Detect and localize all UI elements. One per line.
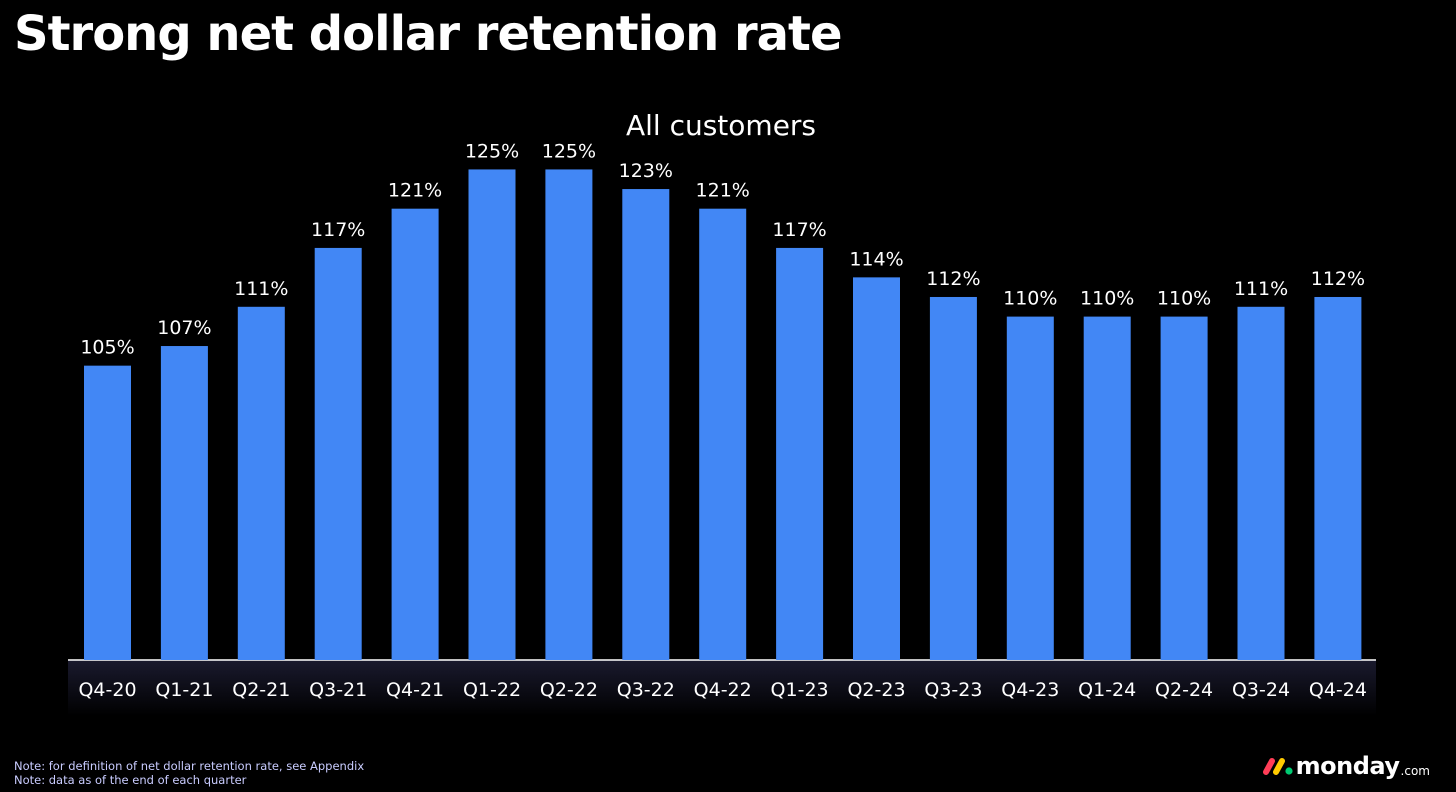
bar-q2-24 — [1160, 316, 1208, 660]
bar-q2-23 — [853, 277, 900, 660]
x-tick-label-q4-21: Q4-21 — [386, 679, 444, 701]
x-tick-label-q2-23: Q2-23 — [847, 679, 905, 701]
data-label-q4-20: 105% — [80, 337, 134, 359]
bar-q4-21 — [391, 208, 439, 660]
x-tick-label-q3-23: Q3-23 — [924, 679, 982, 701]
bar-q3-24 — [1237, 306, 1285, 660]
x-tick-label-q2-24: Q2-24 — [1155, 679, 1213, 701]
bar-q4-23 — [1006, 316, 1054, 660]
x-tick-label-q1-23: Q1-23 — [771, 679, 829, 701]
x-tick-label-q4-20: Q4-20 — [78, 679, 136, 701]
bar-q3-21 — [314, 247, 362, 660]
data-label-q2-22: 125% — [542, 140, 596, 162]
x-tick-label-q2-22: Q2-22 — [540, 679, 598, 701]
data-label-q3-22: 123% — [619, 160, 673, 182]
x-tick-label-q1-24: Q1-24 — [1078, 679, 1136, 701]
data-label-q3-21: 117% — [311, 219, 365, 241]
monday-logo-mark-icon — [1262, 758, 1293, 775]
data-label-q1-21: 107% — [157, 317, 211, 339]
data-label-q4-24: 112% — [1311, 268, 1365, 290]
bar-q2-22 — [545, 169, 593, 660]
bar-q1-23 — [776, 247, 824, 660]
data-label-q2-21: 111% — [234, 278, 288, 300]
data-label-q1-23: 117% — [772, 219, 826, 241]
bar-q2-21 — [237, 306, 285, 660]
x-tick-label-q2-21: Q2-21 — [232, 679, 290, 701]
logo-dot-green — [1285, 767, 1293, 775]
data-label-q2-23: 114% — [849, 248, 903, 270]
chart-title: All customers — [626, 109, 816, 142]
logo-domain: .com — [1400, 764, 1430, 778]
x-tick-label-q3-22: Q3-22 — [617, 679, 675, 701]
data-label-q4-21: 121% — [388, 180, 442, 202]
data-label-q3-23: 112% — [926, 268, 980, 290]
footnote-definition: Note: for definition of net dollar reten… — [14, 759, 365, 773]
data-label-q1-22: 125% — [465, 140, 519, 162]
data-label-q2-24: 110% — [1157, 288, 1211, 310]
x-tick-label-q3-21: Q3-21 — [309, 679, 367, 701]
x-axis-band — [68, 660, 1376, 716]
logo-wordmark: monday — [1295, 752, 1400, 780]
x-tick-label-q4-23: Q4-23 — [1001, 679, 1059, 701]
x-tick-label-q3-24: Q3-24 — [1232, 679, 1290, 701]
x-tick-label-q4-24: Q4-24 — [1309, 679, 1367, 701]
bar-q3-23 — [929, 296, 977, 660]
bar-q4-22 — [699, 208, 747, 660]
bar-q4-24 — [1314, 296, 1362, 660]
bar-q1-22 — [468, 169, 516, 660]
logo-stroke-red — [1262, 758, 1275, 775]
bar-q3-22 — [622, 189, 670, 660]
bar-q4-20 — [84, 365, 131, 660]
x-tick-label-q4-22: Q4-22 — [694, 679, 752, 701]
data-label-q1-24: 110% — [1080, 288, 1134, 310]
x-tick-label-q1-22: Q1-22 — [463, 679, 521, 701]
bar-q1-24 — [1083, 316, 1131, 660]
logo-stroke-yellow — [1272, 758, 1285, 775]
page-title: Strong net dollar retention rate — [14, 6, 843, 62]
bar-q1-21 — [160, 346, 208, 660]
data-label-q4-23: 110% — [1003, 288, 1057, 310]
x-tick-label-q1-21: Q1-21 — [155, 679, 213, 701]
monday-logo: monday .com — [1262, 752, 1430, 780]
footnotes: Note: for definition of net dollar reten… — [14, 759, 364, 787]
data-label-q4-22: 121% — [696, 180, 750, 202]
data-label-q3-24: 111% — [1234, 278, 1288, 300]
footnote-data-date: Note: data as of the end of each quarter — [14, 773, 247, 787]
